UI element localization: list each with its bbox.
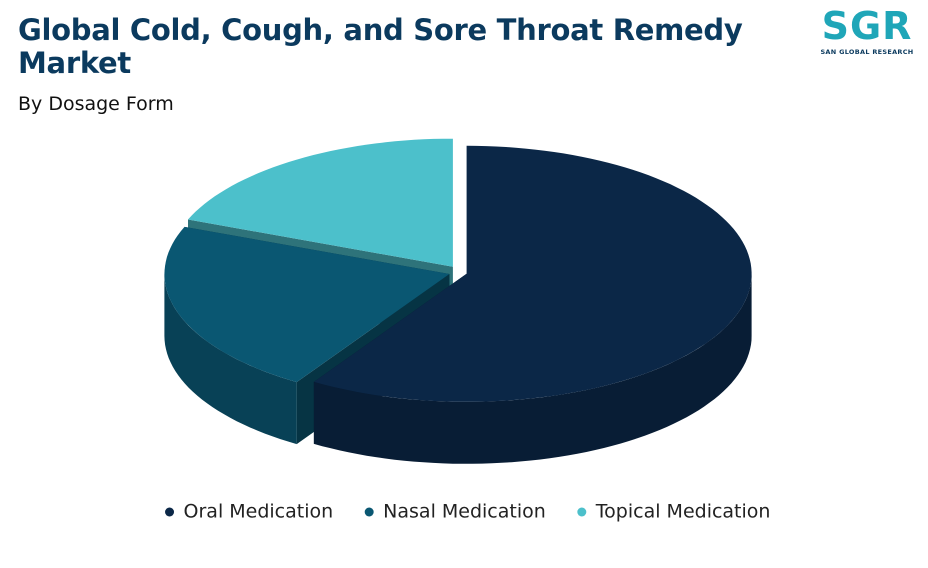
legend-marker — [577, 507, 587, 517]
legend-label: Oral Medication — [184, 501, 334, 523]
legend-label: Topical Medication — [595, 501, 771, 523]
chart-subtitle: By Dosage Form — [18, 93, 174, 115]
slice-side — [164, 274, 297, 445]
legend-label: Nasal Medication — [383, 501, 546, 523]
legend-marker — [364, 507, 374, 517]
slice-side — [313, 273, 752, 464]
chart-title: Global Cold, Cough, and Sore Throat Reme… — [18, 13, 743, 80]
legend-marker — [165, 507, 175, 517]
pie-slice — [188, 138, 453, 267]
pie-slice — [164, 226, 450, 383]
logo: SGR SAN GLOBAL RESEARCH — [812, 4, 922, 56]
logo-name: SAN GLOBAL RESEARCH — [820, 48, 914, 56]
pie-slice — [313, 145, 752, 402]
logo-mark: SGR — [821, 4, 913, 48]
